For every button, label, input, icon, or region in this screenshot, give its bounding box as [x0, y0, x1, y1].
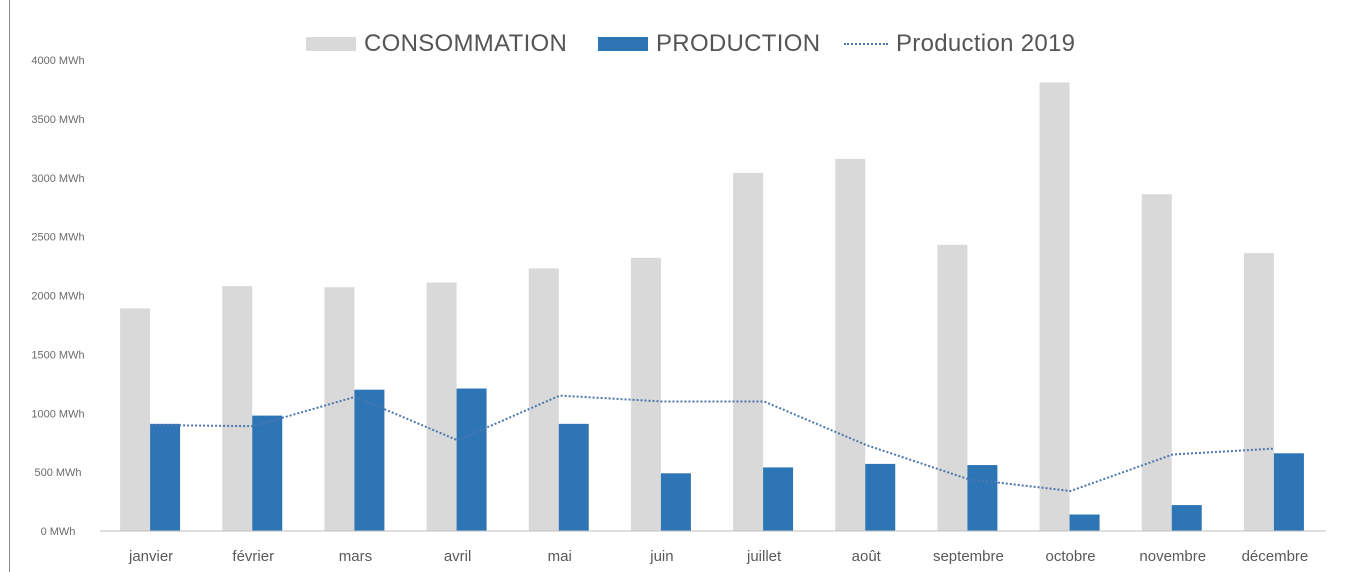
y-tick-label: 1000 MWh [31, 408, 84, 420]
legend-swatch-production-2019 [844, 43, 888, 45]
bar-consommation [1243, 253, 1274, 532]
left-border [9, 0, 10, 572]
bar-consommation [324, 287, 355, 531]
bar-production [252, 415, 283, 531]
x-tick-label: février [232, 548, 274, 565]
legend-item-consommation: CONSOMMATION [306, 26, 567, 62]
bar-consommation [222, 286, 253, 531]
x-tick-label: juillet [746, 548, 782, 565]
bar-production [1069, 514, 1100, 531]
bar-production [354, 389, 385, 531]
bar-production [660, 473, 691, 531]
x-tick-label: août [852, 548, 882, 565]
x-tick-label: décembre [1242, 548, 1309, 565]
bar-consommation [630, 257, 661, 531]
y-tick-label: 2000 MWh [31, 291, 84, 303]
legend-label-production-2019: Production 2019 [896, 30, 1076, 57]
x-tick-label: novembre [1139, 548, 1206, 565]
bar-consommation [1039, 82, 1070, 531]
bar-production [763, 467, 794, 531]
bar-production [865, 463, 896, 531]
x-tick-label: mai [548, 548, 572, 565]
bar-production [558, 423, 589, 531]
legend: CONSOMMATION PRODUCTION Production 2019 [0, 26, 1360, 62]
legend-swatch-production [598, 37, 648, 51]
x-tick-label: juin [649, 548, 673, 565]
x-tick-label: septembre [933, 548, 1004, 565]
y-tick-label: 3500 MWh [31, 114, 84, 126]
bar-production [967, 465, 998, 531]
legend-label-consommation: CONSOMMATION [364, 30, 568, 57]
bar-consommation [528, 268, 559, 531]
line-production-2019 [151, 394, 1275, 492]
y-tick-label: 4000 MWh [31, 55, 84, 67]
bar-production [150, 423, 181, 531]
bar-production [456, 388, 487, 531]
y-tick-label: 2500 MWh [31, 232, 84, 244]
legend-item-production-2019: Production 2019 [844, 26, 1075, 62]
x-tick-label: mars [339, 548, 372, 565]
y-tick-label: 1500 MWh [31, 349, 84, 361]
bar-consommation [120, 308, 151, 531]
legend-swatch-consommation [306, 37, 356, 51]
bar-consommation [835, 158, 866, 531]
x-tick-label: janvier [128, 548, 173, 565]
x-tick-label: avril [444, 548, 472, 565]
bar-consommation [1141, 194, 1172, 532]
bar-consommation [733, 173, 764, 532]
bar-consommation [426, 282, 457, 531]
y-tick-label: 3000 MWh [31, 173, 84, 185]
bar-production [1273, 453, 1304, 531]
x-tick-label: octobre [1046, 548, 1096, 565]
y-tick-label: 0 MWh [41, 526, 76, 538]
y-tick-label: 500 MWh [34, 467, 81, 479]
legend-label-production: PRODUCTION [656, 30, 821, 57]
bar-production [1171, 505, 1202, 531]
legend-item-production: PRODUCTION [598, 26, 820, 62]
bar-consommation [937, 244, 968, 531]
